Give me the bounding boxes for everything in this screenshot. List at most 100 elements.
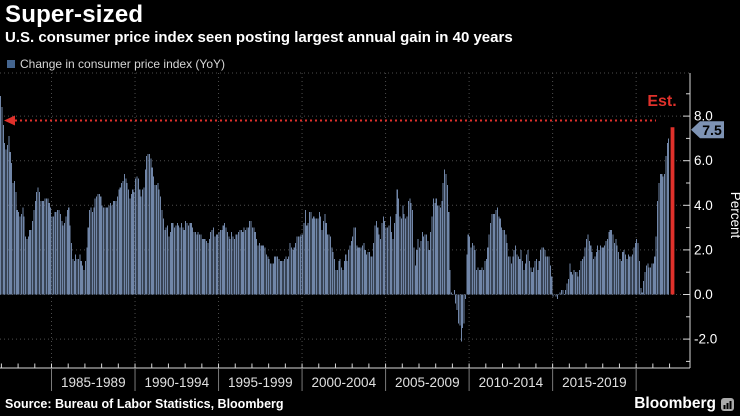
bar [449,269,451,295]
bar [665,156,667,295]
bar [52,216,54,295]
bar [9,151,11,295]
bar [373,243,375,295]
bar [338,261,340,295]
bar [175,225,177,295]
bar [634,243,636,295]
bar [339,258,341,295]
bar [146,156,148,295]
bar [381,223,383,295]
bar [148,154,150,295]
bar [350,240,352,295]
bar [611,229,613,295]
current-value-badge [691,121,724,139]
bar [645,265,647,295]
x-axis-label: 1990-1994 [145,375,210,390]
bar [643,281,645,295]
bar [431,216,433,295]
bar [141,189,144,295]
bar [48,203,50,295]
bar [569,263,571,295]
bar [492,214,494,295]
bar [274,256,276,295]
bar [360,247,362,295]
bar [34,200,36,295]
bar [469,236,471,295]
bar [483,269,485,295]
bar [38,191,41,295]
bar [282,261,284,295]
bar [647,263,649,295]
bar [157,183,159,295]
bar [299,236,301,295]
bar [531,272,533,295]
bar [320,216,322,295]
bar [523,269,525,295]
bar [114,200,116,295]
bar [27,236,29,295]
bar [311,218,313,295]
bar [59,214,61,295]
bar [26,238,28,295]
bar [470,247,472,295]
bar [512,256,514,295]
bar [484,261,486,295]
bar [572,274,574,295]
bar [601,247,603,295]
bar [549,265,551,295]
bar [29,229,31,295]
bar [378,234,380,295]
x-axis-label: 1995-1999 [228,375,293,390]
y-tick-label: 2.0 [694,242,713,257]
bar [480,269,482,295]
bar [609,229,611,295]
bar [275,256,277,295]
y-tick-labels: 8.0 6.0 4.0 2.0 0.0 -2.0 [694,109,717,347]
bar [174,227,176,295]
bar [364,249,366,295]
bar [625,254,627,295]
bar [168,236,170,295]
bar [538,261,540,295]
bar [570,272,572,295]
bar [261,245,263,295]
estimate-label: Est. [647,93,676,110]
bar [548,256,550,295]
bar [510,263,512,295]
bar [15,191,17,295]
bar [176,223,178,295]
bar [132,189,134,295]
bar [13,180,15,295]
bar [133,191,135,295]
bar [434,203,436,295]
bar [68,207,70,295]
bar [604,245,606,295]
bar [325,223,327,295]
bar [327,234,329,295]
bar [272,263,274,295]
bar [244,229,247,295]
bar [393,223,395,295]
bar [196,234,198,295]
bar [416,249,418,295]
bar [164,229,166,295]
bar [541,247,543,295]
bar [267,256,269,295]
bar [309,211,311,295]
bar [332,252,334,295]
bar [19,216,21,295]
bar [79,254,81,295]
bar [346,261,348,295]
bar [565,290,567,295]
bar [413,247,415,295]
y-tick-label: 0.0 [694,287,713,302]
bar [405,218,407,295]
bar [318,211,320,295]
bar [224,223,226,295]
bar [331,247,333,295]
bar [341,267,343,295]
bar [129,198,131,295]
bar [463,294,465,324]
bar [657,200,659,295]
bar [225,227,227,295]
